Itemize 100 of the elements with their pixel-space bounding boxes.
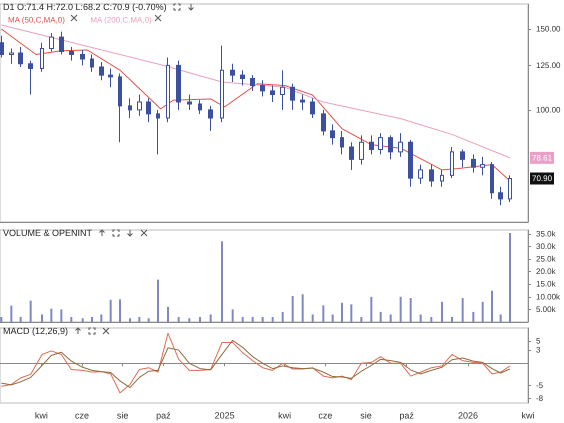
line-series (0, 340, 510, 388)
bar (199, 316, 201, 322)
chart-title: MACD (12,26,9) (3, 326, 68, 336)
y-tick-label: 35.0k (536, 229, 557, 238)
candlestick (128, 98, 132, 119)
bar (430, 316, 432, 322)
line-series (0, 24, 510, 158)
bar (500, 314, 502, 322)
candlestick (198, 100, 202, 114)
bar (242, 316, 244, 322)
bar (100, 314, 102, 322)
x-tick-label: cze (74, 410, 90, 420)
bar (332, 314, 334, 322)
bar (262, 316, 264, 322)
bar (20, 316, 22, 322)
bar (282, 312, 284, 322)
candlestick (187, 94, 192, 110)
candlestick (166, 57, 170, 123)
candlestick (176, 60, 181, 110)
candlestick (146, 98, 151, 123)
candlestick (408, 139, 413, 188)
candlestick (398, 132, 403, 158)
candlestick (480, 156, 485, 176)
candlestick (0, 35, 4, 58)
bar (509, 233, 511, 322)
chart-title: D1 O:71.4 H:72.0 L:68.2 C:70.9 (-0.70%) (3, 2, 167, 12)
candlestick (250, 74, 255, 92)
bar (410, 298, 412, 322)
bar (390, 314, 392, 322)
candlestick (240, 70, 245, 86)
bar (178, 316, 180, 322)
bar (370, 296, 372, 322)
bar (0, 316, 2, 322)
bar (148, 318, 150, 322)
candlestick (418, 164, 423, 184)
x-tick-label: kwi (278, 410, 292, 420)
text: MA (200,C,MA,0) (90, 16, 152, 24)
candlestick (40, 42, 44, 72)
candlestick (310, 98, 315, 119)
y-tick-label: 15.0k (536, 280, 557, 289)
bar (451, 316, 453, 322)
bar (232, 309, 234, 322)
x-tick-label: 2025 (214, 410, 235, 420)
candlestick (471, 154, 476, 174)
bar (138, 316, 140, 322)
bar (380, 312, 382, 322)
candlestick (460, 148, 465, 168)
y-tick-label: 5 (536, 336, 541, 346)
candlestick (440, 169, 444, 188)
x-tick-label: sie (116, 410, 128, 420)
candlestick (349, 142, 354, 170)
y-tick-label: -8 (536, 394, 544, 404)
candlestick (388, 134, 393, 160)
y-tick-label: 125.00 (536, 60, 562, 70)
y-tick-label: 5.00k (536, 304, 557, 314)
candlestick (429, 164, 434, 188)
candlestick (118, 72, 122, 143)
candlestick (80, 49, 85, 66)
bar (70, 316, 72, 322)
y-tick-label: 100.00 (536, 105, 562, 114)
candlestick (137, 94, 142, 116)
annotation: 70.90 (532, 174, 553, 183)
candlestick (270, 84, 275, 103)
candlestick (99, 62, 104, 81)
series-label: MA (50,C,MA,0) (8, 16, 66, 24)
candlestick (28, 60, 33, 96)
bar (360, 316, 362, 322)
candlestick (359, 134, 364, 166)
bar (110, 300, 112, 322)
bar (462, 298, 464, 322)
candlestick (369, 134, 374, 155)
bar (30, 300, 32, 322)
line-series (0, 28, 510, 182)
candlestick (498, 186, 503, 206)
bar (292, 296, 294, 322)
y-tick-label: 150.00 (536, 24, 562, 34)
chart-title: VOLUME & OPENINT (3, 228, 92, 238)
x-tick-label: kwi (522, 410, 534, 420)
bar (60, 309, 62, 322)
y-tick-label: 20.0k (536, 267, 557, 276)
bar (472, 312, 474, 322)
candlestick (508, 174, 512, 203)
y-tick-label: -5 (536, 380, 544, 390)
x-tick-label: paź (156, 410, 172, 420)
bar (420, 314, 422, 322)
x-tick-label: sie (360, 410, 372, 420)
bar (10, 306, 12, 322)
candlestick (156, 109, 160, 155)
candlestick (18, 46, 23, 68)
bar (341, 302, 343, 322)
candlestick (290, 83, 295, 110)
bar (272, 316, 274, 322)
candlestick (108, 68, 113, 88)
bar (252, 316, 254, 322)
candlestick (330, 124, 335, 146)
bar (441, 302, 443, 322)
candlestick (9, 48, 14, 64)
bar (400, 296, 402, 322)
y-tick-label: 3 (536, 346, 541, 355)
bar (491, 290, 493, 322)
